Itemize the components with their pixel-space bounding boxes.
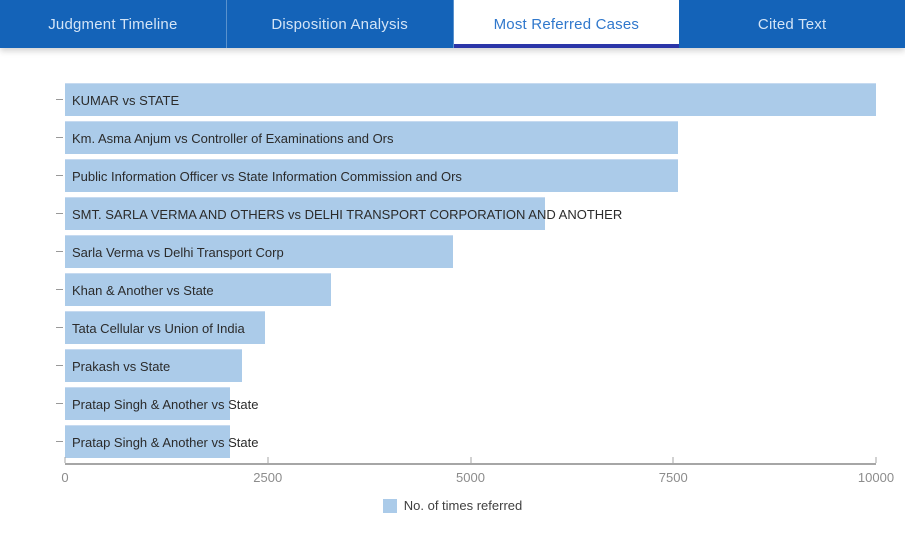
x-axis-tick-label: 7500 [658, 470, 688, 485]
legend-label: No. of times referred [403, 498, 523, 513]
tab-bar: Judgment Timeline Disposition Analysis M… [0, 0, 905, 48]
y-axis-tick [56, 289, 63, 290]
bar-3[interactable]: Public Information Officer vs State Info… [65, 159, 679, 192]
chart-row: KUMAR vs STATE [56, 83, 876, 121]
chart-row: Prakash vs State [56, 349, 876, 387]
x-axis-tick [470, 457, 471, 463]
x-axis-tick [875, 457, 877, 463]
chart-row: Sarla Verma vs Delhi Transport Corp [56, 235, 876, 273]
bar-category-label: Public Information Officer vs State Info… [72, 168, 462, 184]
y-axis-tick [56, 365, 63, 366]
bar-7[interactable]: Tata Cellular vs Union of India [65, 311, 266, 344]
chart-row: Km. Asma Anjum vs Controller of Examinat… [56, 121, 876, 159]
bar-category-label: Prakash vs State [72, 358, 171, 374]
y-axis-tick [56, 213, 63, 214]
bar-5[interactable]: Sarla Verma vs Delhi Transport Corp [65, 235, 454, 268]
bar-8[interactable]: Prakash vs State [65, 349, 242, 382]
bar-category-label: SMT. SARLA VERMA AND OTHERS vs DELHI TRA… [72, 206, 623, 222]
x-axis-tick-label: 0 [61, 470, 69, 485]
tab-most-referred-cases[interactable]: Most Referred Cases [453, 0, 680, 48]
bar-2[interactable]: Km. Asma Anjum vs Controller of Examinat… [65, 121, 679, 154]
bar-10[interactable]: Pratap Singh & Another vs State [65, 425, 258, 458]
page: Judgment Timeline Disposition Analysis M… [0, 0, 905, 513]
y-axis-tick [56, 99, 63, 100]
bar-category-label: Km. Asma Anjum vs Controller of Examinat… [72, 130, 394, 146]
bar-4[interactable]: SMT. SARLA VERMA AND OTHERS vs DELHI TRA… [65, 197, 622, 230]
x-axis-tick-label: 5000 [456, 470, 485, 485]
bar-category-label: Pratap Singh & Another vs State [72, 396, 259, 412]
legend-item[interactable]: No. of times referred [0, 498, 905, 513]
legend-swatch-icon [382, 498, 397, 513]
bar-category-label: Pratap Singh & Another vs State [72, 434, 259, 450]
chart-row: Pratap Singh & Another vs State [56, 425, 876, 463]
most-referred-cases-chart: KUMAR vs STATE Km. Asma Anjum vs Controll… [0, 48, 905, 513]
x-axis-tick [64, 457, 66, 463]
chart-row: Khan & Another vs State [56, 273, 876, 311]
chart-row: Public Information Officer vs State Info… [56, 159, 876, 197]
x-axis-tick-label: 2500 [253, 470, 283, 485]
bar-9[interactable]: Pratap Singh & Another vs State [65, 387, 258, 420]
y-axis-tick [56, 441, 63, 442]
tab-cited-text[interactable]: Cited Text [757, 15, 827, 33]
tab-judgment-timeline[interactable]: Judgment Timeline [0, 0, 227, 48]
chart-row: Tata Cellular vs Union of India [56, 311, 876, 349]
bar-1[interactable]: KUMAR vs STATE [65, 83, 876, 116]
tab-disposition-analysis[interactable]: Disposition Analysis [227, 0, 454, 48]
y-axis-tick [56, 327, 63, 328]
x-axis-tick-label: 10000 [857, 470, 895, 485]
bar-category-label: Sarla Verma vs Delhi Transport Corp [72, 244, 284, 260]
y-axis-tick [56, 403, 63, 404]
bar-category-label: KUMAR vs STATE [72, 92, 180, 108]
x-axis: 0 2500 5000 7500 10000 [61, 457, 894, 489]
y-axis-tick [56, 251, 63, 252]
bar-6[interactable]: Khan & Another vs State [65, 273, 331, 306]
y-axis-tick [56, 137, 63, 138]
chart-row: Pratap Singh & Another vs State [56, 387, 876, 425]
bar-category-label: Khan & Another vs State [72, 282, 214, 298]
bar-rows: KUMAR vs STATE Km. Asma Anjum vs Controll… [56, 83, 876, 463]
x-axis-tick [672, 457, 674, 463]
x-axis-tick [267, 457, 269, 463]
bar-category-label: Tata Cellular vs Union of India [72, 320, 245, 336]
y-axis-tick [56, 175, 63, 176]
chart-row: SMT. SARLA VERMA AND OTHERS vs DELHI TRA… [56, 197, 876, 235]
